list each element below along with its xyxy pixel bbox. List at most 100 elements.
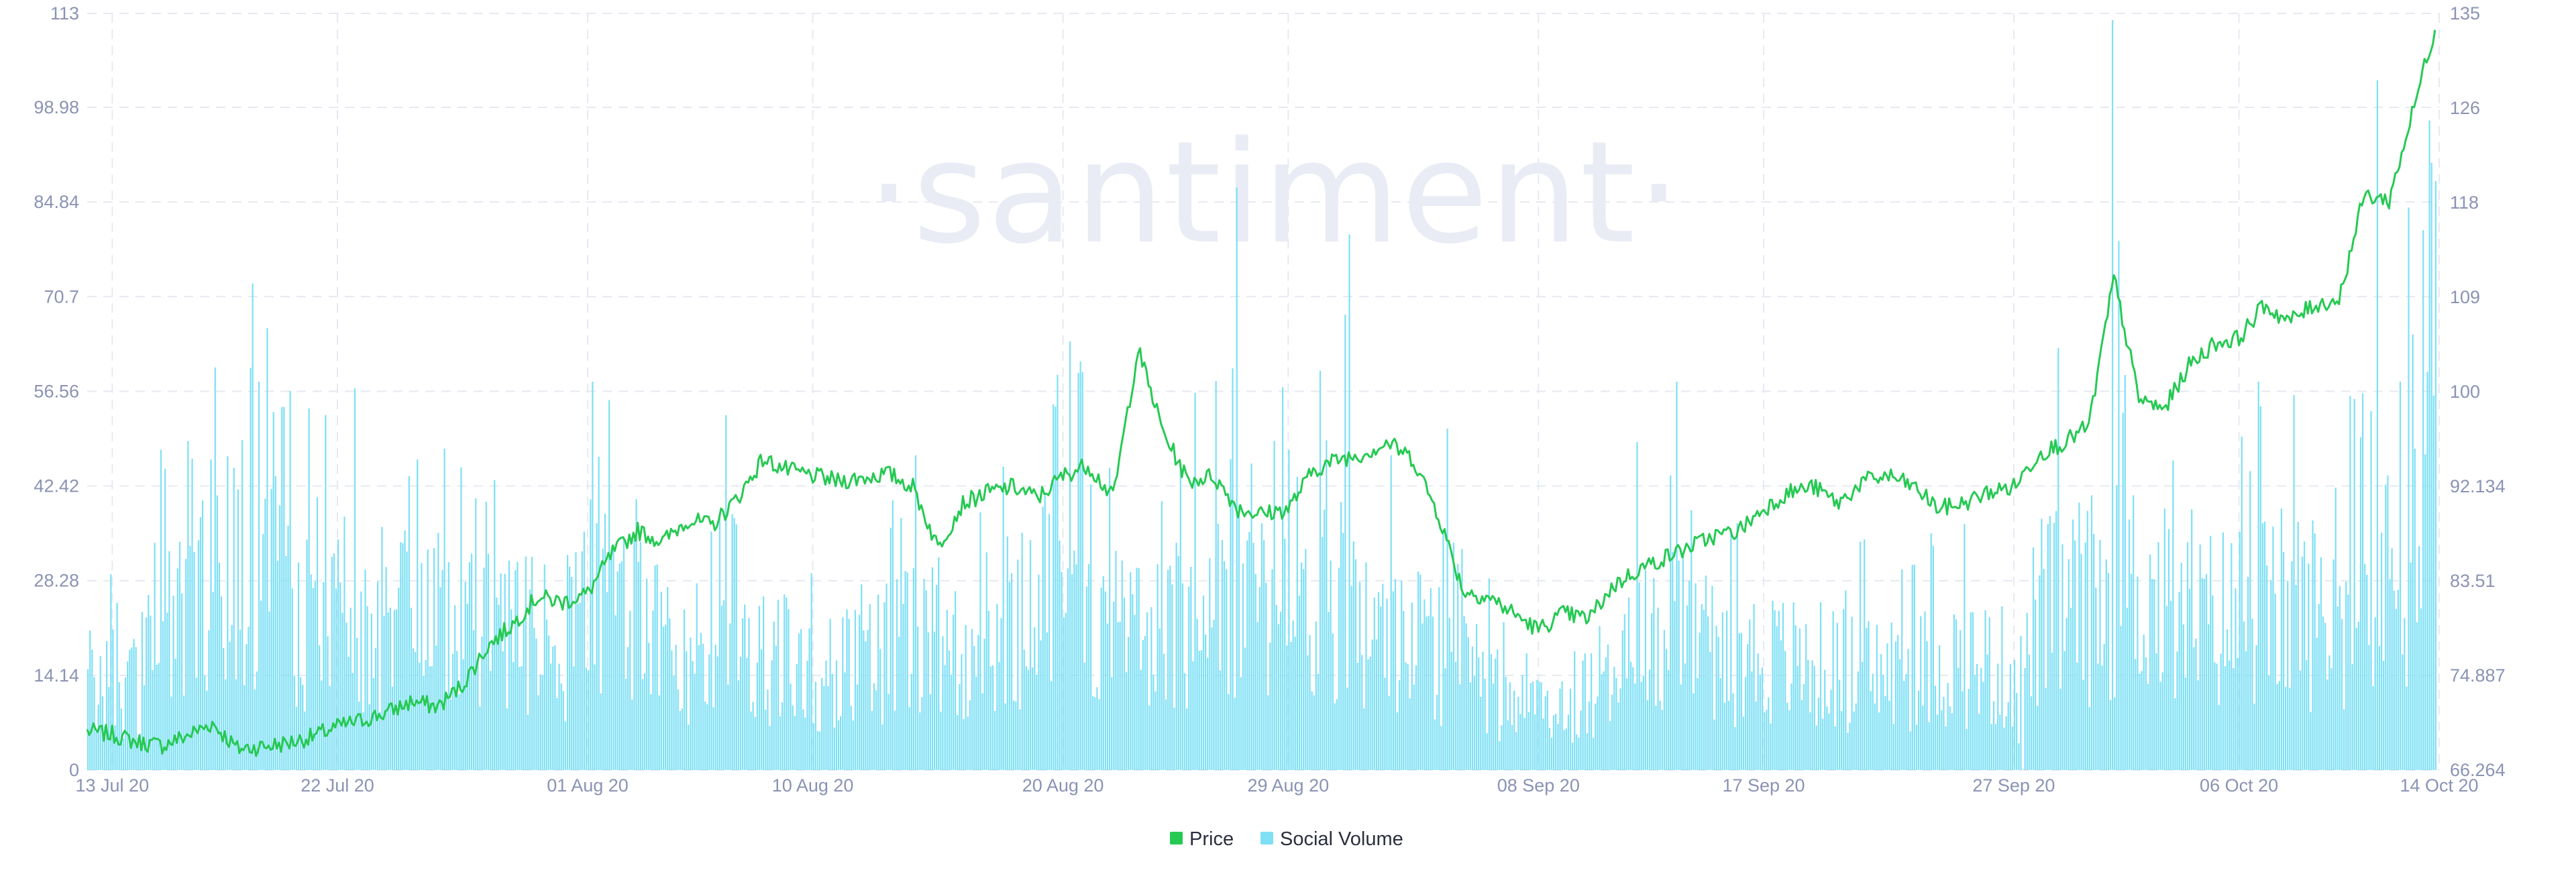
social-volume-bar bbox=[112, 629, 114, 770]
social-volume-bar bbox=[892, 500, 894, 770]
social-volume-bar bbox=[325, 415, 327, 770]
social-volume-bar bbox=[231, 624, 233, 770]
social-volume-bar bbox=[254, 689, 256, 770]
social-volume-bar bbox=[433, 548, 435, 770]
social-volume-bar bbox=[585, 667, 588, 770]
social-volume-bar bbox=[2084, 542, 2086, 770]
social-volume-bar bbox=[214, 367, 216, 770]
legend-item-social-volume[interactable]: Social Volume bbox=[1260, 828, 1403, 850]
social-volume-bar bbox=[2389, 579, 2391, 770]
social-volume-bar bbox=[118, 682, 120, 770]
social-volume-bar bbox=[468, 562, 471, 770]
social-volume-bar bbox=[679, 711, 681, 770]
social-volume-bar bbox=[675, 645, 677, 770]
social-volume-bar bbox=[1388, 696, 1390, 770]
social-volume-bar bbox=[1766, 710, 1768, 770]
social-volume-bar bbox=[1004, 703, 1006, 770]
social-volume-bar bbox=[1157, 564, 1159, 770]
social-volume-bar bbox=[379, 712, 381, 770]
social-volume-bar bbox=[2195, 639, 2197, 770]
social-volume-bar bbox=[723, 600, 725, 770]
social-volume-bar bbox=[2397, 590, 2400, 770]
social-volume-bar bbox=[890, 527, 892, 770]
social-volume-bar bbox=[364, 569, 366, 770]
social-volume-bar bbox=[737, 680, 739, 770]
social-volume-bar bbox=[650, 694, 652, 770]
social-volume-bar bbox=[176, 568, 178, 770]
social-volume-bar bbox=[1884, 696, 1886, 770]
social-volume-bar bbox=[246, 644, 248, 770]
social-volume-bar bbox=[204, 675, 206, 770]
social-volume-bar bbox=[2245, 651, 2247, 770]
social-volume-bar bbox=[398, 588, 400, 770]
social-volume-bar bbox=[537, 695, 539, 770]
social-volume-bar bbox=[1006, 536, 1008, 770]
social-volume-bar bbox=[1008, 582, 1011, 770]
social-volume-bar bbox=[1968, 689, 1970, 770]
social-volume-bar bbox=[1682, 555, 1684, 770]
social-volume-bar bbox=[1561, 681, 1563, 770]
social-volume-bar bbox=[372, 677, 375, 770]
social-volume-bar bbox=[241, 440, 244, 770]
social-volume-bar bbox=[1636, 441, 1638, 770]
social-volume-bar bbox=[840, 716, 842, 770]
social-volume-bar bbox=[1292, 620, 1294, 770]
social-volume-bar bbox=[1872, 673, 1874, 770]
social-volume-bar bbox=[137, 737, 139, 770]
social-volume-bar bbox=[975, 677, 977, 770]
social-volume-bar bbox=[1069, 341, 1071, 771]
social-volume-bar bbox=[1455, 661, 1457, 770]
social-volume-bar bbox=[1236, 187, 1238, 770]
social-volume-bar bbox=[1417, 571, 1419, 770]
social-volume-bar bbox=[1778, 610, 1780, 770]
social-volume-bar bbox=[270, 489, 272, 770]
social-volume-bar bbox=[633, 540, 635, 770]
social-volume-bar bbox=[2018, 743, 2020, 770]
social-volume-bar bbox=[1132, 594, 1134, 770]
social-volume-bar bbox=[1159, 629, 1161, 770]
social-volume-bar bbox=[810, 573, 812, 770]
social-volume-bar bbox=[1186, 708, 1188, 770]
social-volume-bar bbox=[216, 495, 218, 770]
social-volume-bar bbox=[2406, 686, 2408, 770]
social-volume-bar bbox=[2109, 700, 2112, 770]
social-volume-bar bbox=[114, 725, 116, 770]
social-volume-bar bbox=[262, 534, 264, 770]
social-volume-bar bbox=[1523, 718, 1525, 770]
social-volume-bar bbox=[295, 706, 298, 770]
social-volume-bar bbox=[2412, 334, 2414, 770]
social-volume-bar bbox=[1269, 642, 1271, 770]
social-volume-bar bbox=[1678, 560, 1680, 770]
social-volume-bar bbox=[393, 610, 396, 770]
social-volume-bar bbox=[331, 557, 333, 770]
social-volume-bar bbox=[987, 610, 989, 770]
social-volume-bar bbox=[527, 714, 529, 770]
social-volume-bar bbox=[2402, 654, 2404, 770]
social-volume-bar bbox=[1165, 699, 1167, 770]
social-volume-bar bbox=[266, 328, 268, 770]
social-volume-bar bbox=[579, 602, 581, 770]
social-volume-bar bbox=[502, 651, 504, 770]
social-volume-bar bbox=[769, 726, 771, 770]
social-volume-bar bbox=[1907, 649, 1909, 770]
social-volume-bar bbox=[1740, 633, 1743, 770]
social-volume-bar bbox=[2368, 645, 2370, 770]
social-volume-bar bbox=[2097, 663, 2099, 770]
social-volume-bar bbox=[1267, 695, 1269, 770]
right-axis-tick-label: 118 bbox=[2450, 193, 2479, 213]
social-volume-bar bbox=[2399, 382, 2402, 770]
social-volume-bar bbox=[2161, 672, 2163, 770]
social-volume-bar bbox=[2043, 569, 2045, 770]
social-volume-bar bbox=[1073, 551, 1075, 770]
social-volume-bar bbox=[763, 596, 765, 770]
social-volume-bar bbox=[166, 612, 168, 770]
social-volume-bar bbox=[1943, 696, 1945, 770]
social-volume-bar bbox=[1862, 661, 1864, 770]
social-volume-bar bbox=[1017, 559, 1019, 770]
social-volume-bar bbox=[1548, 728, 1551, 770]
social-volume-bar bbox=[1087, 564, 1090, 770]
social-volume-bar bbox=[2172, 460, 2174, 770]
social-volume-bar bbox=[2082, 679, 2084, 770]
legend-item-price[interactable]: Price bbox=[1170, 828, 1234, 850]
social-volume-bar bbox=[2320, 557, 2322, 770]
